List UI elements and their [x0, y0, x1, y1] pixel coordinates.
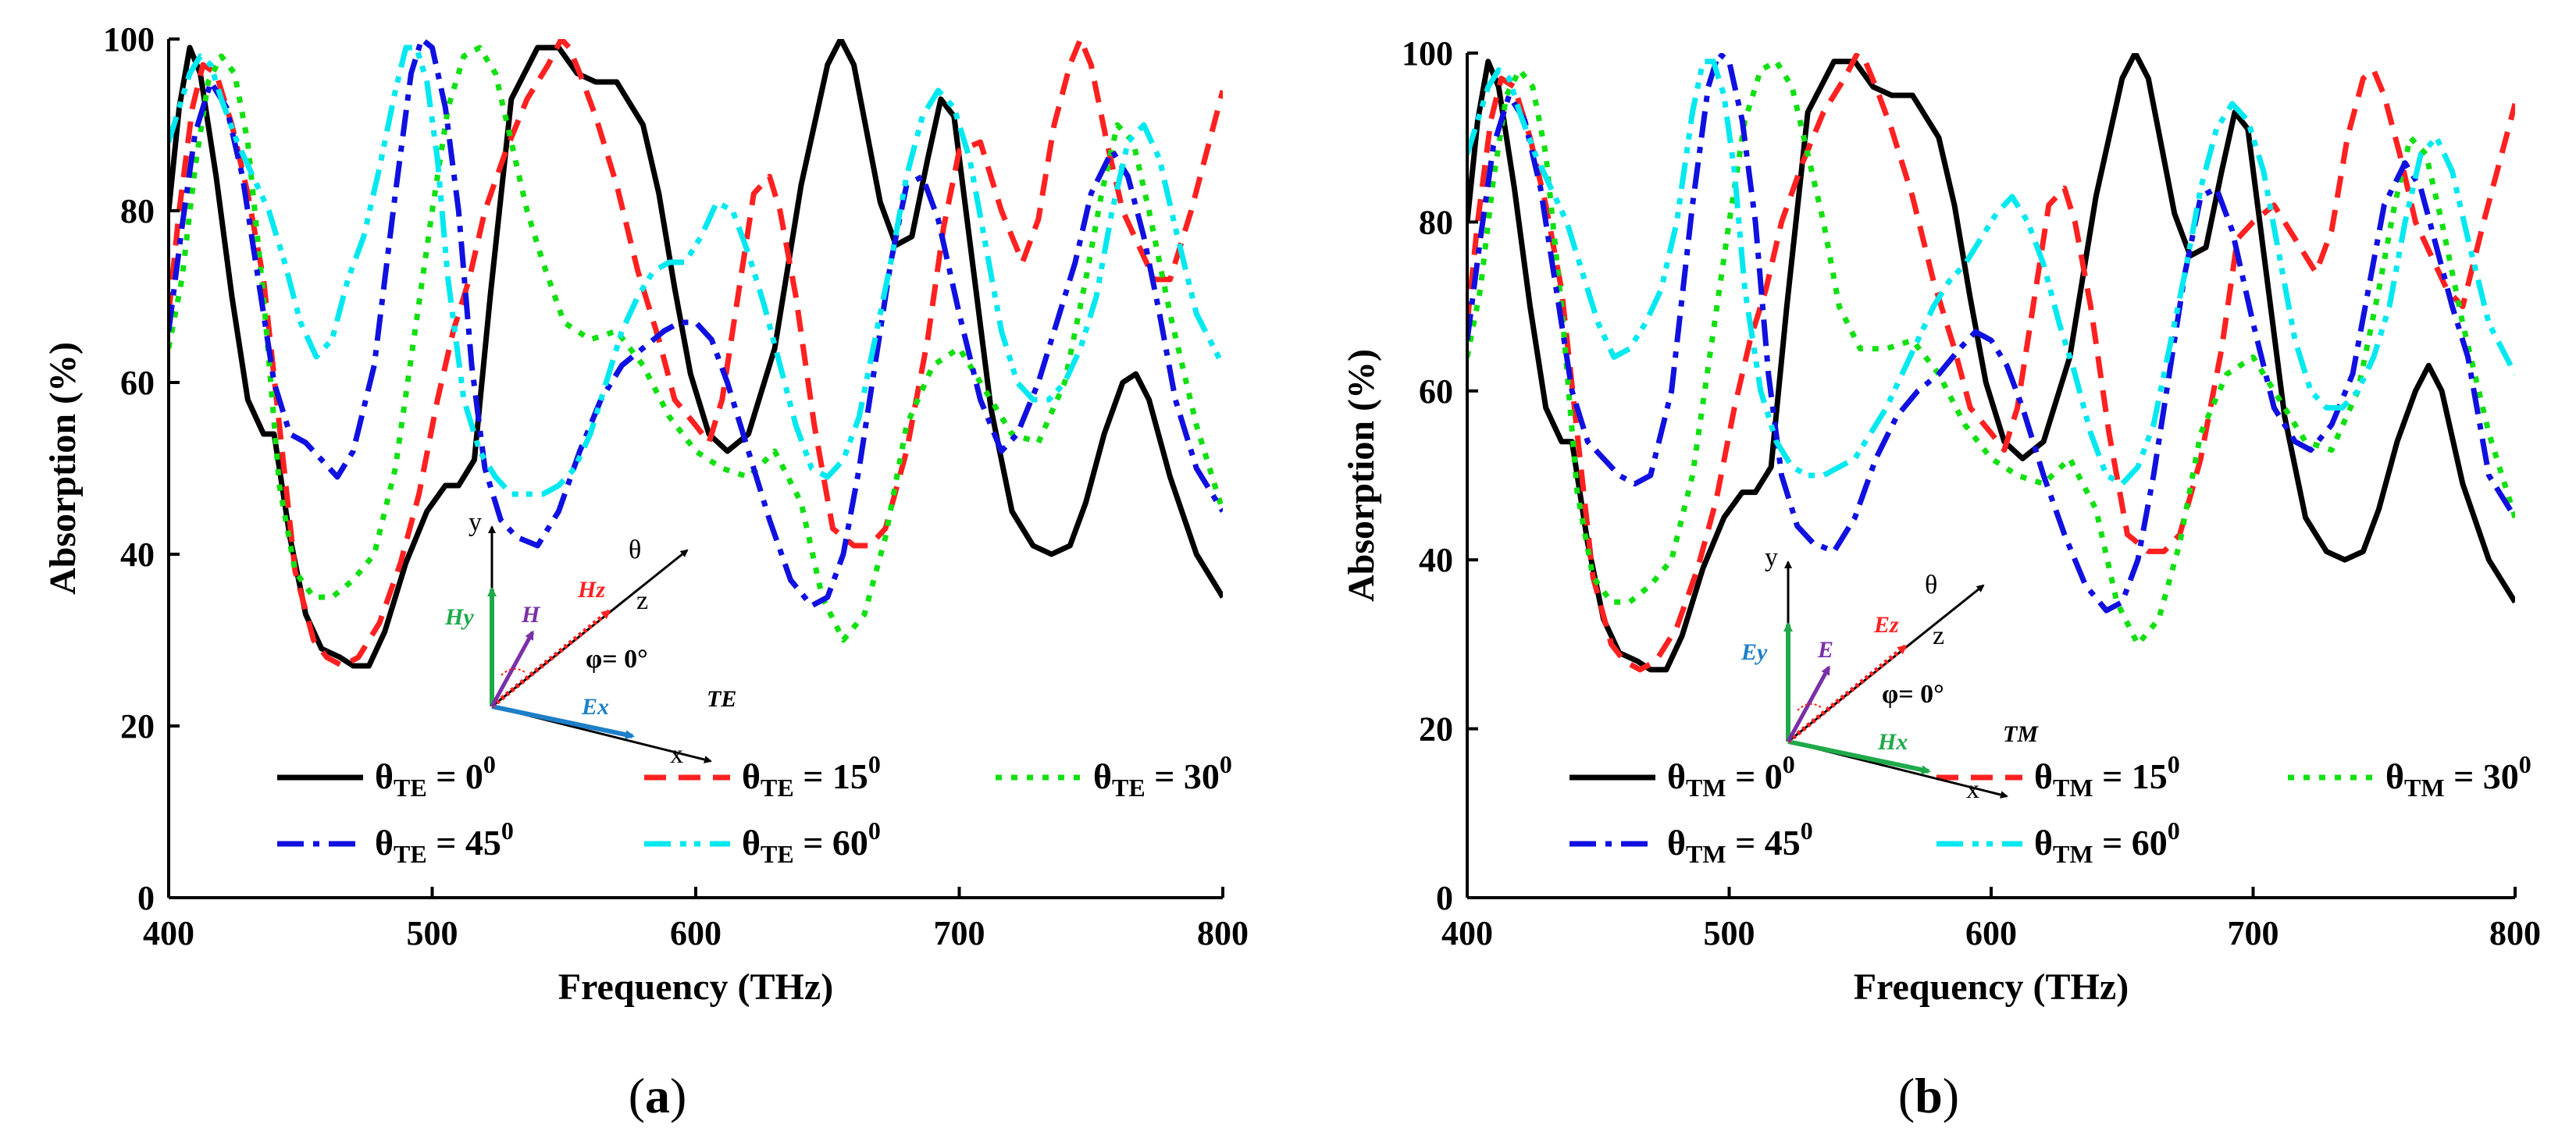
- legend-label: θTM = 450: [1667, 817, 1813, 868]
- y-tick-label: 20: [1419, 710, 1453, 749]
- y-tick-label: 40: [120, 535, 155, 574]
- y-axis-label: Absorption (%): [1341, 349, 1382, 602]
- inset-diagonal-vector: [490, 609, 611, 709]
- series-group: [1467, 53, 2515, 673]
- inset-phi-label: φ= 0°: [1882, 680, 1944, 709]
- legend-label: θTE = 600: [742, 817, 881, 868]
- x-axis-label: Frequency (THz): [1854, 966, 2129, 1008]
- inset-phi-label: φ= 0°: [586, 645, 648, 674]
- inset-horizontal-vector: [1787, 739, 1931, 775]
- x-tick-label: 600: [1965, 914, 2017, 952]
- y-tick-label: 60: [120, 364, 155, 402]
- y-tick-label: 20: [120, 707, 155, 745]
- y-tick-label: 0: [137, 879, 155, 917]
- inset-vertical-label: Hy: [444, 604, 474, 630]
- inset-angle-arc: [1797, 703, 1822, 711]
- legend-label: θTE = 300: [1093, 750, 1232, 802]
- y-tick-label: 0: [1436, 879, 1453, 917]
- y-tick-label: 100: [1402, 34, 1453, 73]
- y-tick-label: 40: [1419, 541, 1453, 579]
- series-line-1: [1467, 53, 2515, 673]
- series-line-4: [1467, 59, 2515, 487]
- coordinate-inset: y x zθ Hy Ex Hz Hφ= 0° TE: [444, 508, 736, 769]
- inset-horizontal-label: Ex: [581, 694, 609, 720]
- inset-diagonal-label: Hz: [577, 577, 605, 603]
- legend-label: θTE = 150: [742, 750, 881, 802]
- y-tick-label: 80: [120, 192, 155, 230]
- inset-z-label: z: [1933, 621, 1944, 650]
- y-tick-label: 60: [1419, 372, 1453, 411]
- series-line-1: [169, 39, 1223, 669]
- inset-x-label: x: [670, 740, 683, 769]
- inset-x-label: x: [1966, 775, 1979, 804]
- chart-panel-a: 400 500 600 700 800 0 20 40 60 80 100 Frequency (TH…: [42, 20, 1249, 1123]
- inset-total-vector: [1786, 665, 1831, 743]
- inset-total-label: H: [521, 602, 541, 628]
- series-line-0: [169, 39, 1223, 669]
- inset-angle-arc: [501, 667, 526, 676]
- panel-caption: (a): [629, 1068, 687, 1123]
- x-tick-label: 600: [670, 914, 721, 952]
- inset-y-label: y: [1765, 543, 1778, 572]
- inset-total-vector: [490, 630, 535, 708]
- chart-panel-b: 400 500 600 700 800 0 20 40 60 80 100 Frequency (TH…: [1341, 34, 2541, 1123]
- y-axis-label: Absorption (%): [42, 342, 84, 595]
- inset-diagonal-label: Ez: [1873, 612, 1899, 638]
- series-line-2: [169, 44, 1223, 643]
- x-tick-label: 800: [2489, 914, 2541, 952]
- legend: θTM = 00 θTM = 150 θTM = 300 θTM = 450 θTM =…: [1569, 750, 2531, 868]
- inset-z-label: z: [636, 586, 648, 615]
- inset-mode-label: TE: [707, 686, 736, 712]
- inset-vertical-label: Ey: [1740, 639, 1768, 665]
- series-line-0: [1467, 53, 2515, 673]
- series-line-3: [1467, 53, 2515, 614]
- x-tick-label: 400: [143, 914, 194, 952]
- inset-mode-label: TM: [2003, 721, 2039, 747]
- y-tick-label: 100: [103, 20, 155, 59]
- legend: θTE = 00 θTE = 150 θTE = 300 θTE = 450 θTE =…: [277, 750, 1232, 868]
- inset-horizontal-vector: [491, 704, 635, 740]
- legend-label: θTM = 150: [2034, 750, 2180, 802]
- legend-label: θTM = 00: [1667, 750, 1795, 802]
- inset-y-label: y: [469, 508, 482, 537]
- x-tick-label: 400: [1441, 914, 1493, 952]
- legend-label: θTE = 00: [375, 750, 496, 802]
- series-group: [169, 39, 1223, 669]
- coordinate-inset: y x zθ Ey Hx Ez Eφ= 0° TM: [1740, 543, 2039, 804]
- x-tick-label: 700: [2228, 914, 2279, 952]
- x-axis-label: Frequency (THz): [558, 966, 833, 1008]
- x-tick-label: 500: [1704, 914, 1755, 952]
- inset-theta-label: θ: [1925, 571, 1937, 600]
- series-line-3: [169, 39, 1223, 609]
- inset-diagonal-vector: [1787, 644, 1908, 744]
- series-line-4: [169, 44, 1223, 497]
- panel-caption: (b): [1898, 1068, 1959, 1123]
- legend-label: θTE = 450: [375, 817, 514, 868]
- x-tick-label: 500: [407, 914, 458, 952]
- legend-label: θTM = 300: [2385, 750, 2531, 802]
- x-tick-label: 800: [1197, 914, 1249, 952]
- x-tick-label: 700: [934, 914, 985, 952]
- legend-label: θTM = 600: [2034, 817, 2180, 868]
- y-tick-label: 80: [1419, 203, 1453, 241]
- inset-total-label: E: [1817, 637, 1833, 663]
- inset-horizontal-label: Hx: [1877, 729, 1908, 755]
- inset-theta-label: θ: [629, 535, 641, 564]
